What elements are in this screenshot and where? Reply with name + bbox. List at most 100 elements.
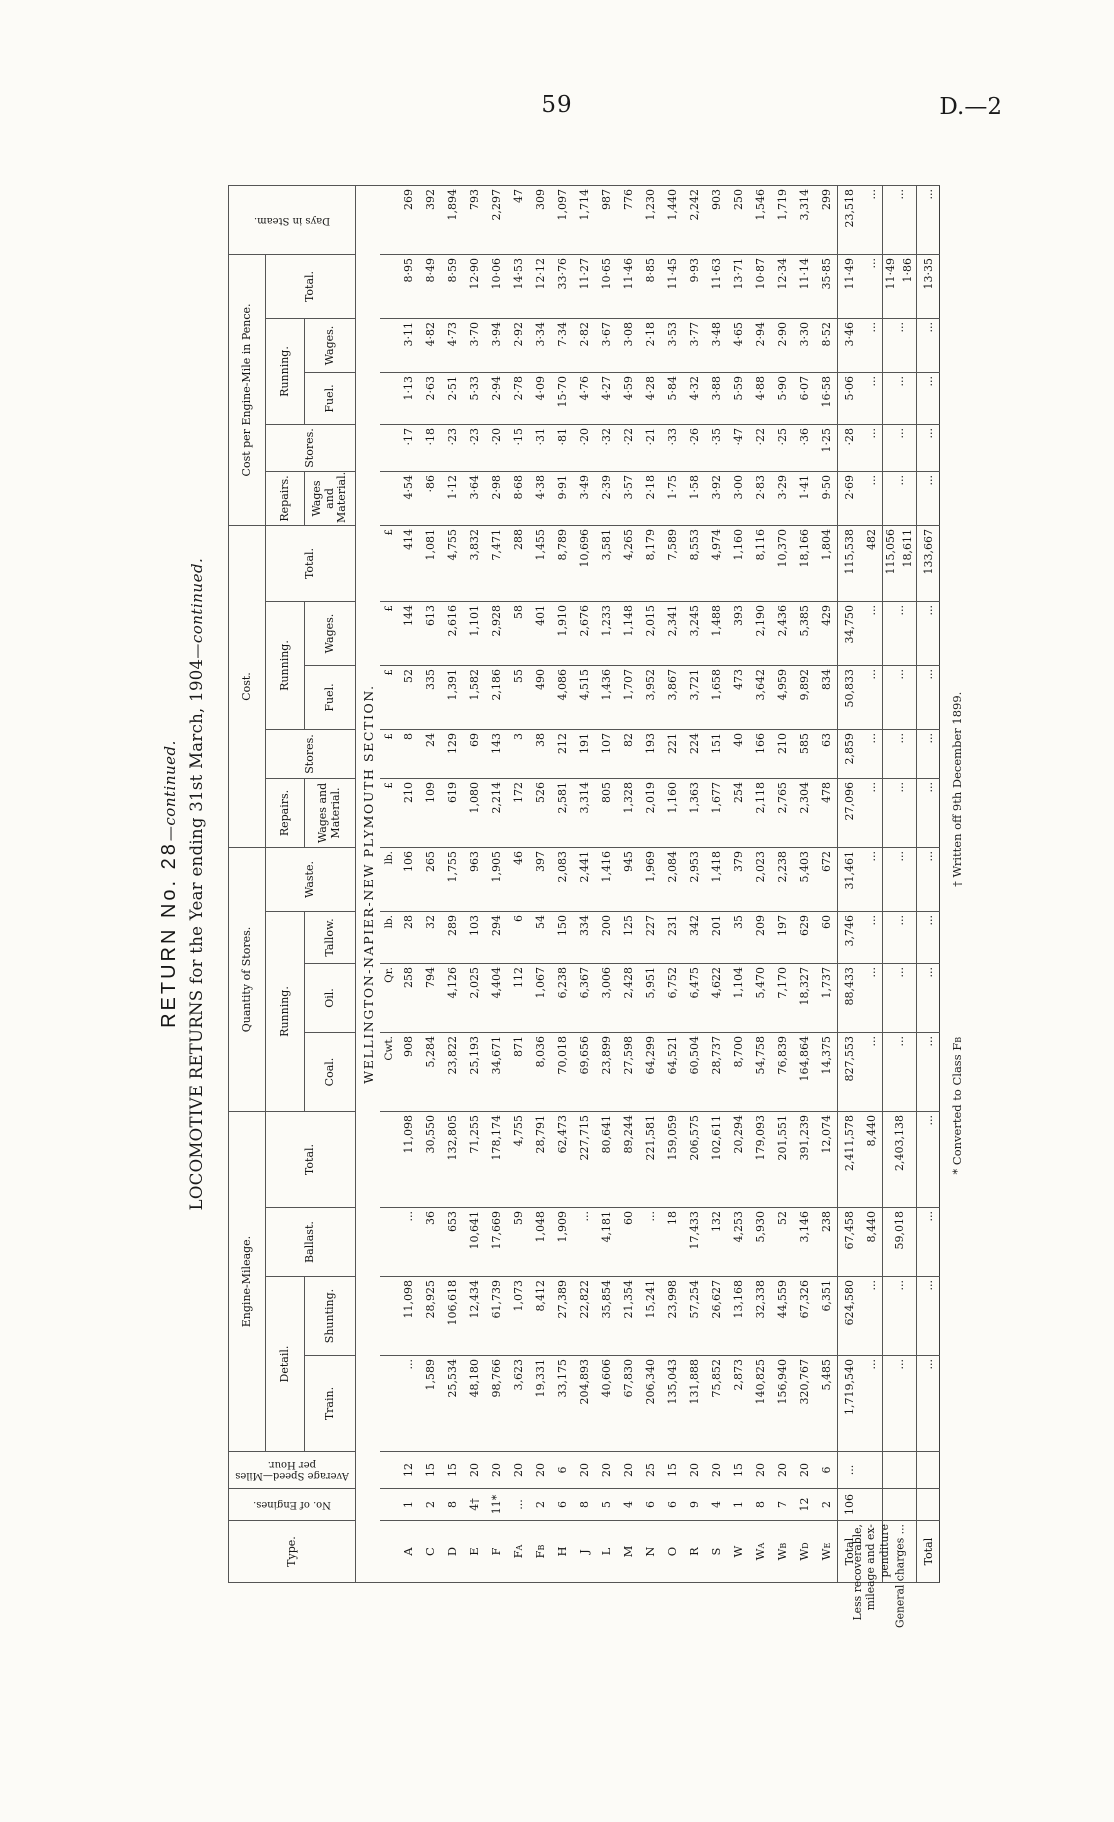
cell-pence_fuel: 4·28 — [639, 372, 661, 425]
cell-engines: 6 — [661, 1488, 683, 1521]
unit-cell-currency: £ — [380, 525, 397, 602]
cell-train: 156,940 — [771, 1355, 793, 1452]
cell-waste: 2,084 — [661, 847, 683, 912]
cell-cost_wm: 1,363 — [683, 778, 705, 848]
cell-mileage_total: 11,098 — [397, 1111, 419, 1208]
summary-label: General charges ... — [882, 1520, 917, 1628]
cell-cost_wages: 144 — [397, 601, 419, 666]
cell-cost_wages: 3,245 — [683, 601, 705, 666]
cell-waste: 2,238 — [771, 847, 793, 912]
col-header-avg-speed: Average Speed—Miles per Hour. — [228, 1451, 356, 1489]
cell-coal: 70,018 — [551, 1032, 573, 1112]
cell-cost_wm: 805 — [595, 778, 617, 848]
cell-cost_wages: 393 — [727, 601, 749, 666]
subheader-cost-stores: Stores. — [265, 729, 356, 779]
cell-pence_stores: ·47 — [727, 424, 749, 472]
cell-train: 33,175 — [551, 1355, 573, 1452]
leaf-header-pence-wages-material: Wages and Material. — [304, 471, 356, 526]
footnote-converted: * Converted to Class FB — [950, 1037, 964, 1175]
cell-engines: 1 — [397, 1488, 419, 1521]
cell-mileage_total: 89,244 — [617, 1111, 639, 1208]
cell-pence_stores: ·22 — [749, 424, 771, 472]
cell-ballast: 17,669 — [485, 1207, 507, 1277]
cell-cost_stores: 143 — [485, 729, 507, 779]
cell-oil: 6,475 — [683, 963, 705, 1033]
cell-pence_total: 11·27 — [573, 254, 595, 319]
cell-mileage_total: 28,791 — [529, 1111, 551, 1208]
summary-cell-pence_wm: ... — [860, 471, 883, 526]
cell-pence_stores: ·22 — [617, 424, 639, 472]
cell-train: 19,331 — [529, 1355, 551, 1452]
cell-speed: 20 — [683, 1451, 705, 1489]
cell-tallow: 289 — [441, 911, 463, 964]
summary-cell-cost_stores: 2,859 — [837, 729, 860, 779]
unit-cell-waste: lb. — [380, 847, 397, 912]
cell-waste: 397 — [529, 847, 551, 912]
cell-tallow: 227 — [639, 911, 661, 964]
cell-cost_total: 8,553 — [683, 525, 705, 602]
cell-pence_fuel: 4·09 — [529, 372, 551, 425]
subheader-pence-repairs: Repairs. — [265, 471, 305, 526]
cell-cost_total: 10,370 — [771, 525, 793, 602]
cell-cost_total: 288 — [507, 525, 529, 602]
cell-days: 250 — [727, 185, 749, 255]
cell-pence_total: 11·46 — [617, 254, 639, 319]
summary-cell-ballast: ... — [916, 1207, 940, 1277]
cell-cost_wages: 1,488 — [705, 601, 727, 666]
cell-pence_fuel: 2·78 — [507, 372, 529, 425]
cell-cost_fuel: 4,086 — [551, 665, 573, 730]
group-header-cost-per-mile: Cost per Engine-Mile in Pence. — [228, 254, 266, 526]
summary-cell-cost_wm: ... — [916, 778, 940, 848]
cell-waste: 1,416 — [595, 847, 617, 912]
summary-cell-pence_fuel: ... — [916, 372, 940, 425]
summary-cell-pence_fuel: 5·06 — [837, 372, 860, 425]
cell-ballast: 653 — [441, 1207, 463, 1277]
cell-speed: 20 — [485, 1451, 507, 1489]
cell-pence_wm: 1·75 — [661, 471, 683, 526]
cell-waste: 265 — [419, 847, 441, 912]
cell-pence_total: 8·85 — [639, 254, 661, 319]
cell-engines: ... — [507, 1488, 529, 1521]
cell-pence_wages: 3·70 — [463, 318, 485, 373]
cell-pence_fuel: 2·94 — [485, 372, 507, 425]
cell-coal: 5,284 — [419, 1032, 441, 1112]
cell-cost_wm: 2,304 — [793, 778, 815, 848]
cell-coal: 27,598 — [617, 1032, 639, 1112]
cell-waste: 1,905 — [485, 847, 507, 912]
cell-pence_wm: 3·64 — [463, 471, 485, 526]
cell-cost_fuel: 9,892 — [793, 665, 815, 730]
cell-cost_total: 414 — [397, 525, 419, 602]
cell-cost_fuel: 55 — [507, 665, 529, 730]
cell-cost_stores: 191 — [573, 729, 595, 779]
type-label: A — [397, 1520, 419, 1583]
cell-pence_fuel: 2·51 — [441, 372, 463, 425]
cell-pence_fuel: 2·63 — [419, 372, 441, 425]
cell-engines: 8 — [749, 1488, 771, 1521]
cell-ballast: 52 — [771, 1207, 793, 1277]
leaf-header-tallow: Tallow. — [304, 911, 356, 964]
cell-pence_wm: 1·58 — [683, 471, 705, 526]
summary-cell-pence_wm: 2·69 — [837, 471, 860, 526]
cell-waste: 963 — [463, 847, 485, 912]
leaf-header-cost-wages: Wages. — [304, 601, 356, 666]
cell-oil: 4,622 — [705, 963, 727, 1033]
cell-tallow: 197 — [771, 911, 793, 964]
table-row: FB 2 20 19,331 8,412 1,048 28,791 8,036 1,067 54 3… — [529, 185, 551, 1583]
summary-cell-pence_stores: ·28 — [837, 424, 860, 472]
subheader-stores-running: Running. — [265, 911, 305, 1112]
no-of-engines-vertical-text: No. of Engines. — [253, 1499, 331, 1511]
cell-pence_stores: ·23 — [441, 424, 463, 472]
cell-shunting: 57,254 — [683, 1276, 705, 1356]
cell-days: 776 — [617, 185, 639, 255]
table-row: F 11* 20 98,766 61,739 17,669 178,174 34,671 4,4… — [485, 185, 507, 1583]
cell-ballast: ... — [397, 1207, 419, 1277]
summary-cell-days: ... — [882, 185, 917, 255]
cell-pence_wages: 4·82 — [419, 318, 441, 373]
summary-cell-speed — [916, 1451, 940, 1489]
cell-mileage_total: 221,581 — [639, 1111, 661, 1208]
cell-shunting: 106,618 — [441, 1276, 463, 1356]
cell-pence_total: 35·85 — [815, 254, 838, 319]
unit-cell — [380, 1276, 397, 1356]
cell-cost_fuel: 52 — [397, 665, 419, 730]
cell-engines: 4† — [463, 1488, 485, 1521]
